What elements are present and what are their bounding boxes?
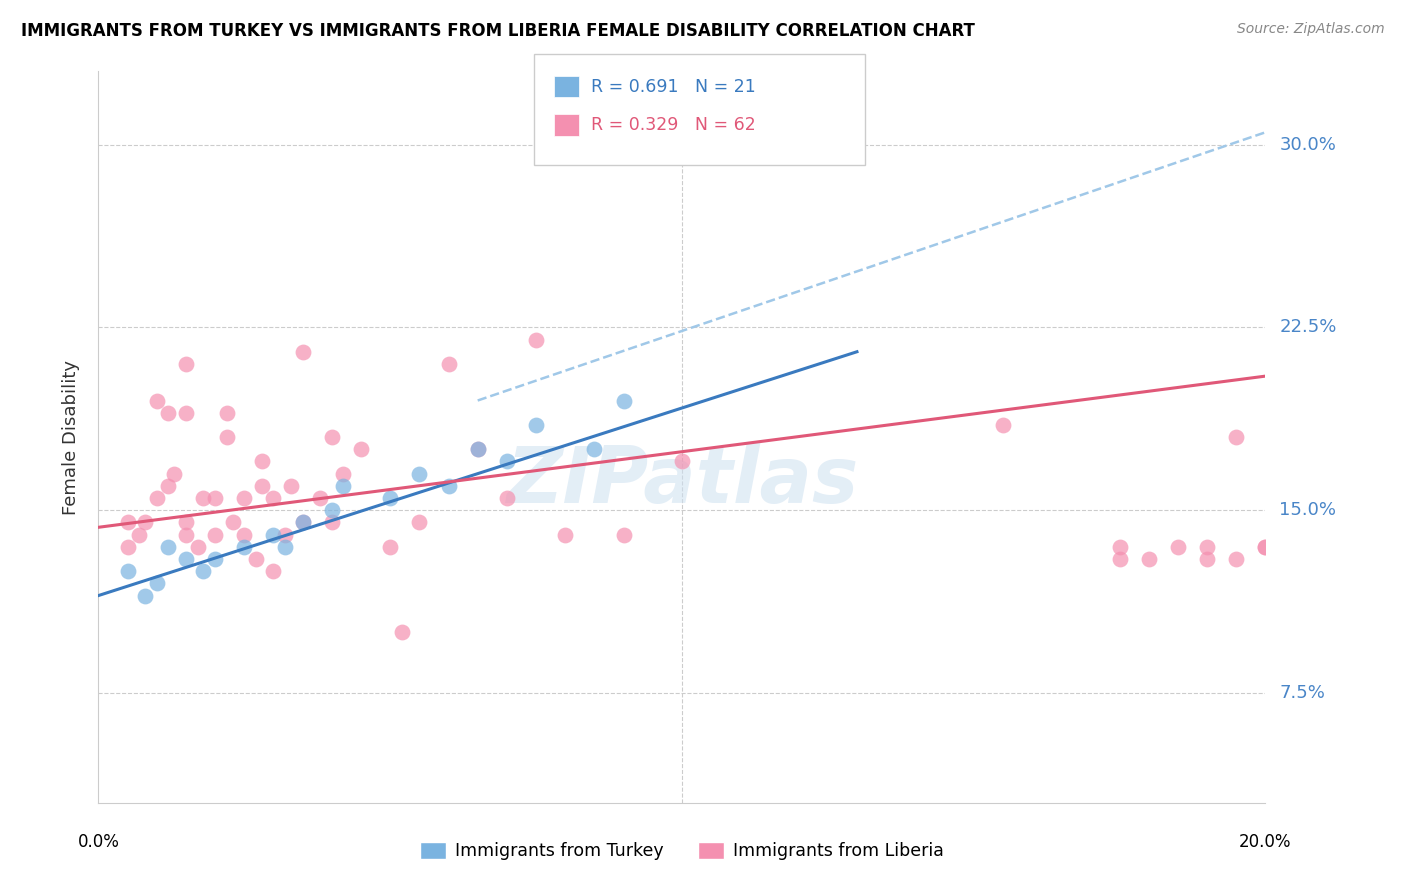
Point bbox=[332, 479, 354, 493]
Point bbox=[437, 479, 460, 493]
Point bbox=[524, 417, 547, 432]
Point bbox=[233, 491, 256, 505]
Text: 7.5%: 7.5% bbox=[1279, 684, 1326, 702]
Point bbox=[204, 527, 226, 541]
Point bbox=[1225, 552, 1247, 566]
Point bbox=[612, 527, 634, 541]
Point bbox=[221, 516, 243, 530]
Point bbox=[157, 406, 180, 420]
Text: 0.0%: 0.0% bbox=[77, 833, 120, 851]
Point bbox=[174, 552, 197, 566]
Point bbox=[262, 491, 284, 505]
Point bbox=[321, 516, 343, 530]
Point bbox=[291, 344, 314, 359]
Point bbox=[1137, 552, 1160, 566]
Point bbox=[612, 393, 634, 408]
Point bbox=[1313, 430, 1336, 444]
Point bbox=[1225, 430, 1247, 444]
Point bbox=[380, 491, 402, 505]
Point bbox=[408, 467, 430, 481]
Text: R = 0.329   N = 62: R = 0.329 N = 62 bbox=[591, 116, 755, 134]
Point bbox=[1108, 552, 1130, 566]
Point bbox=[163, 467, 186, 481]
Point bbox=[437, 357, 460, 371]
Text: ZIPatlas: ZIPatlas bbox=[506, 443, 858, 519]
Point bbox=[467, 442, 489, 457]
Point bbox=[262, 527, 284, 541]
Point bbox=[187, 540, 209, 554]
Text: 15.0%: 15.0% bbox=[1279, 501, 1336, 519]
Point bbox=[146, 491, 169, 505]
Point bbox=[274, 540, 297, 554]
Point bbox=[204, 552, 226, 566]
Point bbox=[146, 576, 169, 591]
Point bbox=[291, 516, 314, 530]
Point bbox=[245, 552, 267, 566]
Point bbox=[233, 527, 256, 541]
Point bbox=[128, 527, 150, 541]
Point bbox=[1167, 540, 1189, 554]
Point bbox=[233, 540, 256, 554]
Legend: Immigrants from Turkey, Immigrants from Liberia: Immigrants from Turkey, Immigrants from … bbox=[413, 835, 950, 867]
Point bbox=[117, 564, 139, 578]
Point bbox=[332, 467, 354, 481]
Point bbox=[1254, 540, 1277, 554]
Point bbox=[280, 479, 302, 493]
Point bbox=[174, 527, 197, 541]
Point bbox=[1195, 540, 1218, 554]
Point bbox=[157, 479, 180, 493]
Point bbox=[174, 357, 197, 371]
Point bbox=[134, 516, 156, 530]
Point bbox=[496, 454, 519, 468]
Point bbox=[1371, 540, 1393, 554]
Point bbox=[391, 625, 413, 640]
Point bbox=[554, 527, 576, 541]
Text: 22.5%: 22.5% bbox=[1279, 318, 1337, 336]
Point bbox=[204, 491, 226, 505]
Point bbox=[380, 540, 402, 554]
Point bbox=[350, 442, 373, 457]
Text: IMMIGRANTS FROM TURKEY VS IMMIGRANTS FROM LIBERIA FEMALE DISABILITY CORRELATION : IMMIGRANTS FROM TURKEY VS IMMIGRANTS FRO… bbox=[21, 22, 974, 40]
Point bbox=[309, 491, 332, 505]
Point bbox=[215, 430, 238, 444]
Text: 20.0%: 20.0% bbox=[1239, 833, 1292, 851]
Point bbox=[671, 454, 693, 468]
Text: 30.0%: 30.0% bbox=[1279, 136, 1336, 153]
Point bbox=[157, 540, 180, 554]
Point bbox=[134, 589, 156, 603]
Point bbox=[274, 527, 297, 541]
Text: Source: ZipAtlas.com: Source: ZipAtlas.com bbox=[1237, 22, 1385, 37]
Text: R = 0.691   N = 21: R = 0.691 N = 21 bbox=[591, 78, 755, 95]
Point bbox=[496, 491, 519, 505]
Point bbox=[291, 516, 314, 530]
Point bbox=[1341, 540, 1364, 554]
Point bbox=[991, 417, 1014, 432]
Point bbox=[467, 442, 489, 457]
Point bbox=[583, 442, 606, 457]
Point bbox=[250, 479, 273, 493]
Point bbox=[1341, 552, 1364, 566]
Point bbox=[262, 564, 284, 578]
Point bbox=[193, 564, 215, 578]
Point bbox=[193, 491, 215, 505]
Point bbox=[174, 516, 197, 530]
Point bbox=[1254, 540, 1277, 554]
Point bbox=[174, 406, 197, 420]
Point bbox=[146, 393, 169, 408]
Point bbox=[215, 406, 238, 420]
Point bbox=[117, 516, 139, 530]
Point bbox=[1195, 552, 1218, 566]
Point bbox=[321, 430, 343, 444]
Point bbox=[117, 540, 139, 554]
Point bbox=[1284, 552, 1306, 566]
Point bbox=[1108, 540, 1130, 554]
Point bbox=[321, 503, 343, 517]
Point bbox=[250, 454, 273, 468]
Point bbox=[524, 333, 547, 347]
Y-axis label: Female Disability: Female Disability bbox=[62, 359, 80, 515]
Point bbox=[408, 516, 430, 530]
